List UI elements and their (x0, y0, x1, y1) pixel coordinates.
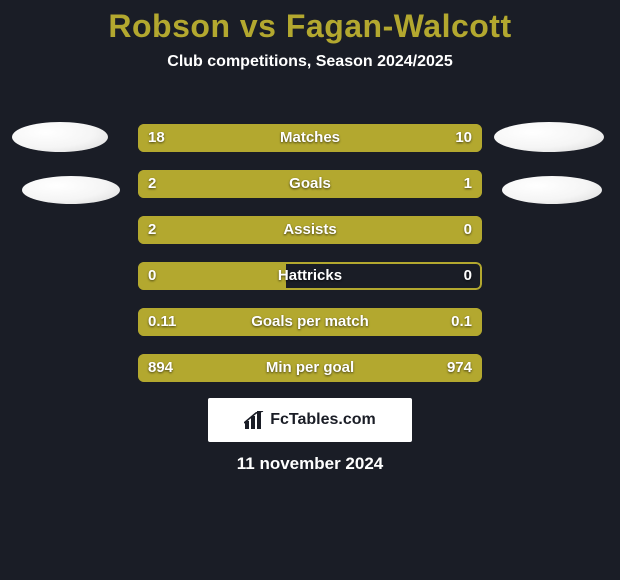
stat-label: Goals (138, 170, 482, 198)
stat-label: Min per goal (138, 354, 482, 382)
stat-row: 00Hattricks (138, 262, 482, 290)
comparison-bars: 1810Matches 21Goals 20Assists 00Hattricks 0.… (138, 124, 482, 400)
subtitle: Club competitions, Season 2024/2025 (0, 53, 620, 71)
comparison-card: Robson vs Fagan-Walcott Club competition… (0, 0, 620, 580)
stat-row: 894974Min per goal (138, 354, 482, 382)
stat-row: 0.110.1Goals per match (138, 308, 482, 336)
brand-badge[interactable]: FcTables.com (208, 398, 412, 442)
stat-label: Goals per match (138, 308, 482, 336)
stat-label: Matches (138, 124, 482, 152)
stat-row: 1810Matches (138, 124, 482, 152)
stat-row: 21Goals (138, 170, 482, 198)
page-title: Robson vs Fagan-Walcott (0, 8, 620, 45)
bars-icon (244, 411, 264, 429)
avatar-left (22, 176, 120, 204)
stat-row: 20Assists (138, 216, 482, 244)
avatar-left (12, 122, 108, 152)
stat-label: Assists (138, 216, 482, 244)
avatar-right (494, 122, 604, 152)
brand-text: FcTables.com (270, 411, 376, 429)
stat-label: Hattricks (138, 262, 482, 290)
date-text: 11 november 2024 (0, 454, 620, 474)
avatar-right (502, 176, 602, 204)
